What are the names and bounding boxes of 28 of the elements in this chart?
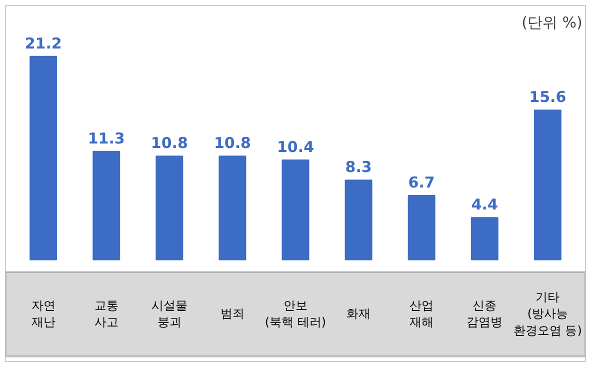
x-tick-label: 자연 재난 (31, 298, 56, 330)
data-label: 10.4 (276, 138, 314, 156)
bar (470, 217, 498, 260)
text: (단위 %) (522, 14, 582, 32)
bar (534, 110, 562, 260)
x-tick-label: 시설물 붕괴 (151, 298, 188, 330)
data-label: 15.6 (529, 88, 566, 106)
data-label: 21.2 (24, 34, 62, 52)
data-label: 10.8 (150, 134, 188, 152)
x-tick-label: 신종 감염병 (466, 298, 503, 330)
bar (92, 150, 120, 260)
x-tick-label: 교통 사고 (94, 298, 118, 330)
bar (218, 156, 246, 260)
data-label: 6.7 (408, 173, 435, 192)
bar (408, 194, 436, 260)
bar (282, 159, 310, 260)
x-tick-label: 범죄 (220, 306, 244, 321)
data-label: 8.3 (345, 158, 372, 176)
data-label: 10.8 (214, 134, 251, 152)
bar (156, 156, 184, 260)
bar (344, 180, 372, 260)
x-tick-label: 안보 (북핵 테러) (264, 298, 326, 330)
x-tick-label: 화재 (346, 306, 371, 321)
x-tick-label: 기타 (방사능 환경오염 등) (513, 290, 582, 338)
data-label: 4.4 (471, 196, 498, 214)
bar (30, 56, 58, 260)
data-label: 11.3 (88, 129, 125, 148)
x-tick-label: 산업 재해 (410, 298, 434, 330)
